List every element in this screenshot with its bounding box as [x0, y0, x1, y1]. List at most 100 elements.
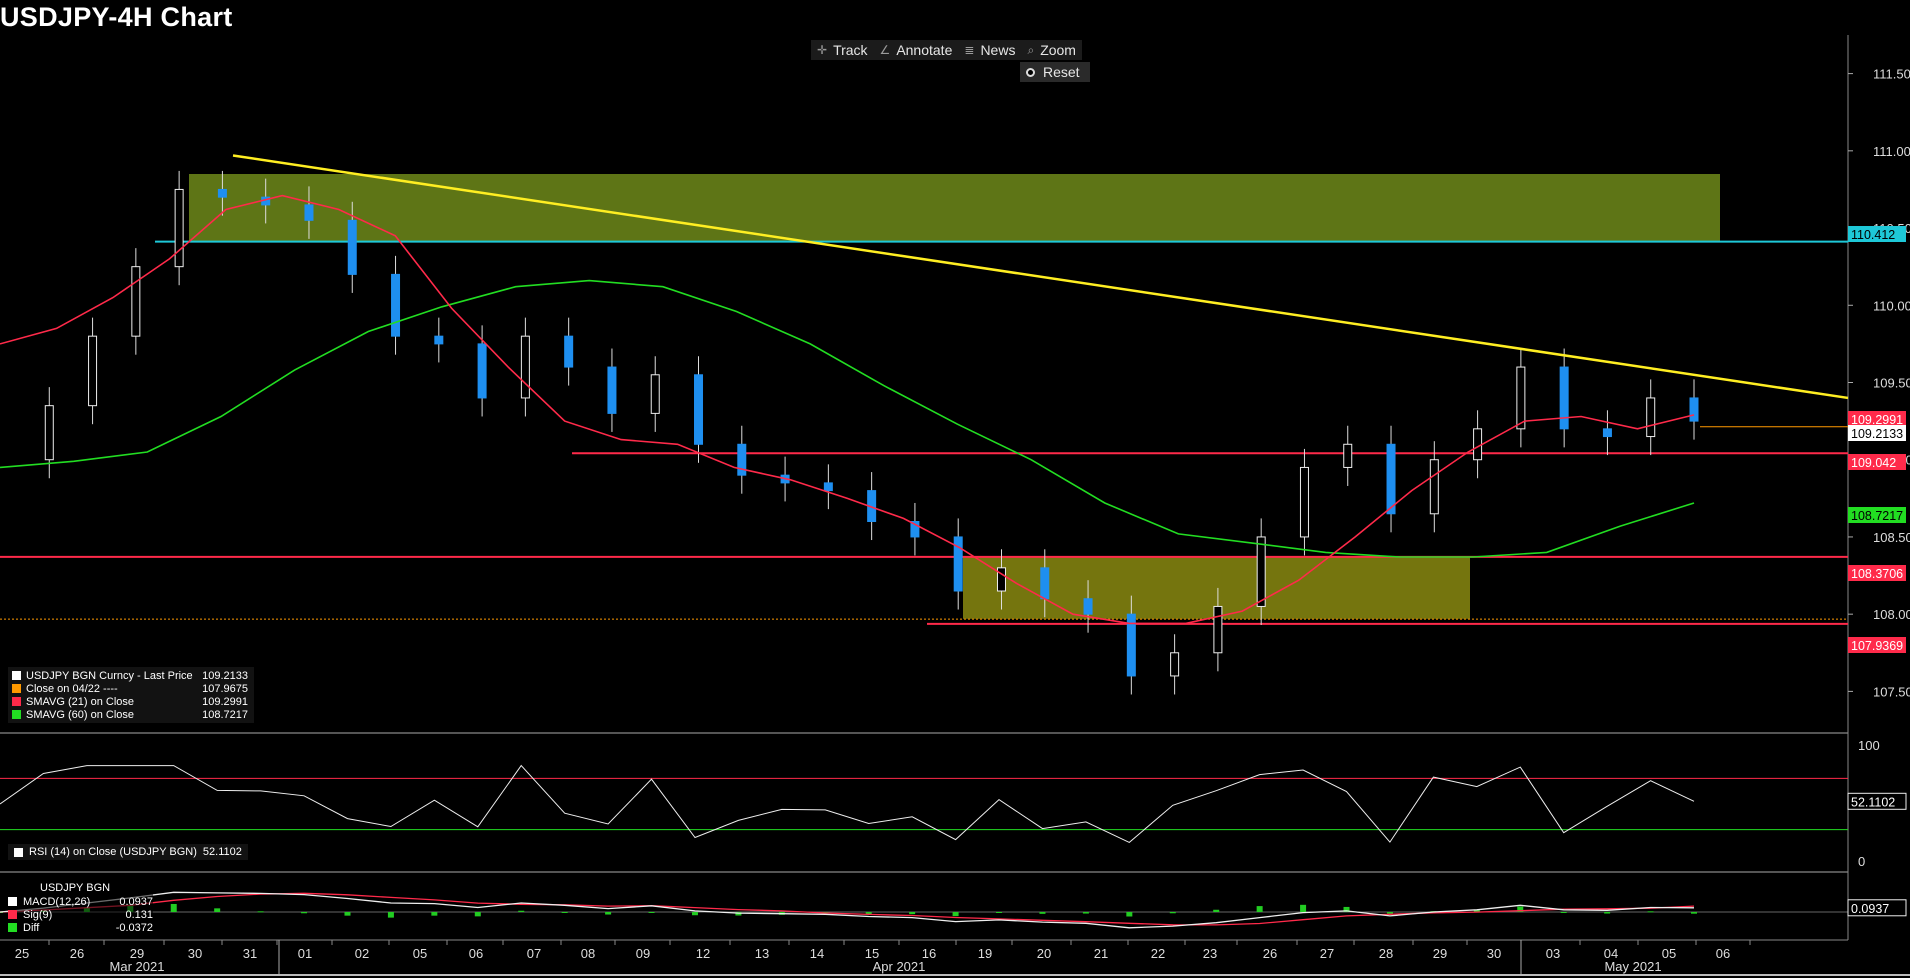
macd-swatch-1: [8, 910, 17, 919]
candle-up: [131, 266, 141, 337]
y-tick-label: 111.50: [1873, 67, 1910, 82]
x-tick-label: 14: [810, 946, 824, 961]
y-tick-label: 108.00: [1873, 607, 1910, 622]
annotate-button[interactable]: ∠ Annotate: [874, 40, 959, 60]
macd-diff-bar: [561, 912, 568, 913]
candle-down: [823, 482, 833, 492]
x-tick-label: 21: [1094, 946, 1108, 961]
x-tick-label: 25: [15, 946, 29, 961]
legend-label: SMAVG (60) on Close: [26, 708, 135, 721]
macd-legend-value: 0.131: [125, 908, 153, 921]
y-tick-label: 109.50: [1873, 376, 1910, 391]
x-tick-label: 06: [1716, 946, 1730, 961]
macd-legend-label: Sig(9): [23, 908, 53, 921]
x-tick-label: 05: [1662, 946, 1676, 961]
macd-diff-bar: [1647, 911, 1654, 913]
reset-button[interactable]: Reset: [1020, 62, 1090, 82]
legend-label: SMAVG (21) on Close: [26, 695, 135, 708]
candle-up: [1299, 466, 1309, 538]
macd-diff-bar: [648, 912, 655, 913]
macd-diff-bar: [1604, 912, 1611, 914]
price-legend: USDJPY BGN Curncy - Last Price 109.2133 C…: [8, 667, 254, 723]
candle-up: [1516, 366, 1526, 430]
price-label: 107.9369: [1851, 639, 1903, 653]
macd-diff-bar: [909, 912, 916, 915]
x-tick-label: 30: [1487, 946, 1501, 961]
macd-diff-bar: [691, 912, 698, 916]
candle-down: [1040, 567, 1050, 600]
macd-value-label-bg: [1847, 899, 1907, 917]
candle-down: [564, 335, 574, 368]
macd-legend-value: -0.0372: [115, 921, 153, 934]
price-label-bg: [1848, 565, 1906, 581]
candle-up: [1213, 605, 1223, 654]
candle-up: [650, 374, 660, 414]
price-label: 109.042: [1851, 456, 1896, 470]
candle-up: [1343, 443, 1353, 468]
x-tick-label: 26: [70, 946, 84, 961]
legend-row: SMAVG (21) on Close 109.2991: [12, 695, 248, 708]
track-button[interactable]: ✛ Track: [811, 40, 874, 60]
candle-down: [910, 521, 920, 538]
legend-swatch-3: [12, 710, 21, 719]
reset-radio-icon: [1026, 67, 1035, 77]
macd-diff-bar: [952, 912, 959, 917]
x-tick-label: 04: [1604, 946, 1618, 961]
legend-label: USDJPY BGN Curncy - Last Price: [26, 669, 193, 682]
x-tick-label: 05: [413, 946, 427, 961]
x-tick-label: 30: [188, 946, 202, 961]
macd-diff-bar: [1169, 912, 1176, 914]
candle-down: [347, 219, 357, 275]
candle-down: [304, 204, 314, 221]
macd-diff-bar: [387, 912, 394, 918]
x-tick-label: 06: [469, 946, 483, 961]
macd-diff-bar: [344, 912, 351, 916]
candle-down: [1386, 443, 1396, 515]
candle-up: [1646, 397, 1656, 438]
macd-diff-bar: [1343, 906, 1350, 912]
macd-diff-bar: [1256, 906, 1263, 912]
rsi-legend-value: 52.1102: [202, 846, 242, 858]
legend-value: 109.2133: [202, 669, 248, 682]
candle-down: [391, 273, 401, 337]
macd-diff-bar: [1560, 912, 1567, 913]
macd-diff-bar: [1039, 912, 1046, 914]
rsi-tick-label: 100: [1858, 738, 1880, 753]
candle-down: [1689, 397, 1699, 422]
month-label: May 2021: [1604, 959, 1661, 974]
x-tick-label: 26: [1263, 946, 1277, 961]
zoom-label: Zoom: [1040, 42, 1076, 58]
x-tick-label: 22: [1151, 946, 1165, 961]
candle-up: [44, 405, 54, 461]
macd-diff-bar: [518, 910, 525, 912]
x-tick-label: 09: [636, 946, 650, 961]
month-label: Mar 2021: [110, 959, 165, 974]
candle-down: [477, 343, 487, 399]
price-label-bg: [1848, 226, 1906, 242]
candle-up: [996, 567, 1006, 592]
candle-up: [1256, 536, 1266, 607]
macd-diff-bar: [735, 912, 742, 916]
macd-legend-row: Diff -0.0372: [8, 921, 153, 934]
candle-up: [1473, 428, 1483, 461]
legend-value: 107.9675: [202, 682, 248, 695]
zoom-button[interactable]: ⌕ Zoom: [1021, 40, 1082, 60]
page-title: USDJPY-4H Chart: [0, 2, 233, 32]
macd-diff-bar: [170, 903, 177, 912]
macd-diff-bar: [1082, 912, 1089, 914]
macd-line: [0, 891, 1695, 929]
price-label: 108.3706: [1851, 567, 1903, 581]
macd-diff-bar: [301, 912, 308, 914]
news-button[interactable]: ≣ News: [958, 40, 1021, 60]
macd-legend-value: 0.0937: [119, 895, 153, 908]
candle-up: [520, 335, 530, 399]
macd-legend-label: MACD(12,26): [23, 895, 91, 908]
news-icon: ≣: [964, 43, 975, 57]
price-label: 108.7217: [1851, 509, 1903, 523]
x-tick-label: 02: [355, 946, 369, 961]
x-tick-label: 27: [1320, 946, 1334, 961]
macd-diff-bar: [1126, 912, 1133, 917]
rsi-value-label-bg: [1847, 792, 1907, 810]
price-label: 109.2133: [1851, 427, 1903, 441]
rsi-tick-label: 0: [1858, 854, 1865, 869]
